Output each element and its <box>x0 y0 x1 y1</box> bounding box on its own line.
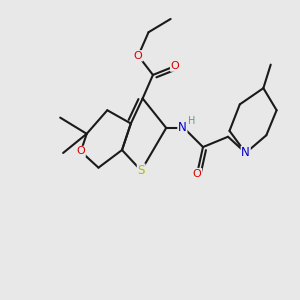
Text: S: S <box>137 164 145 177</box>
Text: N: N <box>241 146 250 159</box>
Text: O: O <box>171 61 179 71</box>
Text: N: N <box>178 122 187 134</box>
Text: O: O <box>76 146 85 157</box>
Text: O: O <box>134 51 142 61</box>
Text: H: H <box>188 116 196 126</box>
Text: O: O <box>193 169 202 178</box>
